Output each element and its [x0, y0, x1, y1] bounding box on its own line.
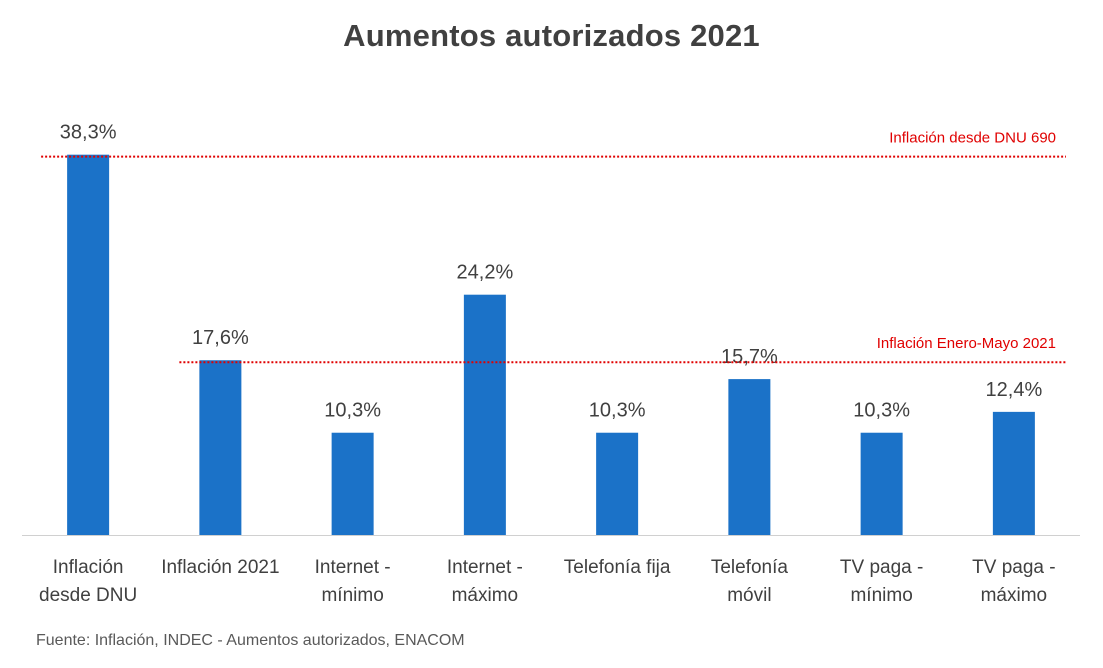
category-label: desde DNU	[39, 585, 137, 606]
data-label: 24,2%	[457, 262, 514, 284]
category-label: máximo	[981, 585, 1048, 606]
bar	[596, 432, 639, 535]
source-note: Fuente: Inflación, INDEC - Aumentos auto…	[36, 632, 465, 649]
category-label: mínimo	[850, 585, 912, 606]
category-label: TV paga -	[972, 557, 1055, 578]
category-label: Telefonía fija	[564, 557, 671, 578]
data-label: 15,7%	[721, 346, 778, 368]
bar	[728, 379, 771, 535]
bar	[331, 432, 374, 535]
data-label: 38,3%	[60, 122, 117, 144]
data-label: 10,3%	[589, 400, 646, 422]
category-label: Inflación	[53, 557, 124, 578]
category-label: Inflación 2021	[161, 557, 279, 578]
category-label: Internet -	[447, 557, 523, 578]
reference-line-label: Inflación Enero-Mayo 2021	[877, 335, 1056, 352]
bar	[199, 360, 242, 535]
data-label: 12,4%	[986, 379, 1043, 401]
bar	[860, 432, 903, 535]
bar	[463, 294, 506, 535]
reference-line-label: Inflación desde DNU 690	[889, 130, 1056, 147]
category-label: Telefonía	[711, 557, 789, 578]
category-label: máximo	[452, 585, 519, 606]
category-label: mínimo	[321, 585, 383, 606]
category-label: Internet -	[315, 557, 391, 578]
category-label: TV paga -	[840, 557, 923, 578]
category-label: móvil	[727, 585, 771, 606]
data-label: 17,6%	[192, 327, 249, 349]
bar	[67, 154, 110, 535]
chart-title: Aumentos autorizados 2021	[343, 18, 760, 53]
bar	[992, 411, 1035, 535]
data-label: 10,3%	[324, 400, 381, 422]
data-label: 10,3%	[853, 400, 910, 422]
